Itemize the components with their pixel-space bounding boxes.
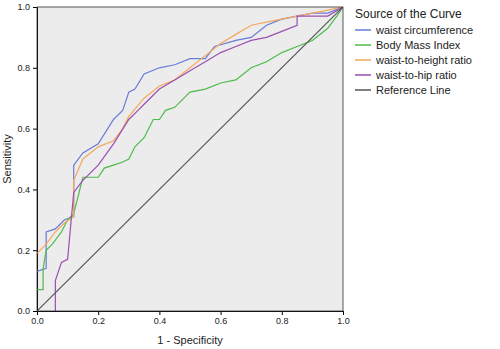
legend-swatch — [355, 59, 371, 61]
tick-mark — [343, 311, 344, 315]
legend-label: Body Mass Index — [376, 39, 461, 51]
tick: 0.8 — [17, 63, 37, 73]
plot-frame — [37, 7, 343, 311]
legend-swatch — [355, 74, 371, 76]
y-axis-title: Sensitivity — [1, 134, 13, 184]
tick-label: 0.8 — [276, 316, 289, 326]
tick-mark — [33, 129, 37, 130]
tick: 0.0 — [31, 311, 44, 326]
series-line — [55, 7, 343, 311]
tick: 0.4 — [17, 185, 37, 195]
x-axis: 0.0 0.2 0.4 0.6 0.8 1.0 — [31, 311, 350, 326]
chart: 0.0 0.2 0.4 0.6 0.8 1.0 0.0 0.2 0.4 0.6 0.8 1.0 1 - … — [0, 0, 500, 349]
legend-title: Source of the Curve — [355, 7, 462, 21]
tick-label: 0.2 — [92, 316, 105, 326]
tick: 1.0 — [17, 2, 37, 12]
tick-mark — [221, 311, 222, 315]
axis-line — [38, 312, 344, 316]
tick-mark — [98, 311, 99, 315]
tick-mark — [33, 250, 37, 251]
tick-mark — [33, 311, 37, 312]
series-line — [37, 7, 343, 290]
legend-label: waist-to-hip ratio — [375, 69, 457, 81]
tick-mark — [33, 68, 37, 69]
tick-label: 0.6 — [215, 316, 228, 326]
y-axis: 0.0 0.2 0.4 0.6 0.8 1.0 — [17, 2, 37, 316]
tick-mark — [282, 311, 283, 315]
tick-label: 0.4 — [154, 316, 167, 326]
legend-label: Reference Line — [376, 84, 451, 96]
tick-label: 1.0 — [337, 316, 350, 326]
legend-swatch — [355, 29, 371, 31]
tick: 0.4 — [154, 311, 167, 326]
legend-swatch — [355, 89, 371, 91]
tick: 0.8 — [276, 311, 289, 326]
tick-mark — [159, 311, 160, 315]
tick-label: 0.0 — [17, 306, 30, 316]
tick: 1.0 — [337, 311, 350, 326]
legend-label: waist circumference — [375, 24, 473, 36]
x-axis-title: 1 - Specificity — [157, 334, 223, 346]
tick: 0.2 — [92, 311, 105, 326]
tick-label: 0.0 — [31, 316, 44, 326]
tick-mark — [33, 7, 37, 8]
tick-label: 0.8 — [17, 63, 30, 73]
legend-swatch — [355, 44, 371, 46]
series-line — [37, 7, 343, 253]
plot-background — [37, 7, 343, 311]
tick-label: 0.2 — [17, 246, 30, 256]
legend-label: waist-to-height ratio — [375, 54, 472, 66]
tick-label: 1.0 — [17, 2, 30, 12]
tick-label: 0.6 — [17, 124, 30, 134]
tick: 0.6 — [215, 311, 228, 326]
plot: 0.0 0.2 0.4 0.6 0.8 1.0 0.0 0.2 0.4 0.6 0.8 1.0 — [17, 2, 349, 326]
tick: 0.2 — [17, 246, 37, 256]
tick: 0.6 — [17, 124, 37, 134]
tick-label: 0.4 — [17, 185, 30, 195]
tick: 0.0 — [17, 306, 37, 316]
legend: Source of the Curve waist circumference Bo… — [355, 7, 473, 96]
series-group — [37, 7, 343, 311]
tick-mark — [33, 189, 37, 190]
series-line — [37, 7, 343, 311]
